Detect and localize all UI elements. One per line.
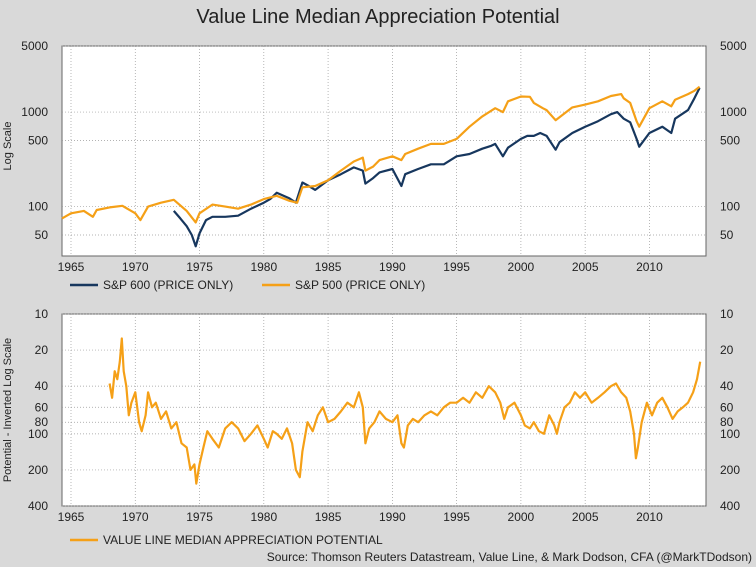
potential-x-tick-label: 1995 [443,510,470,524]
potential-y-tick-label-left: 20 [35,343,49,357]
potential-x-tick-labels: 1965 1970 1975 1980 1985 1990 1995 2000 2005 2010 [58,510,663,524]
price-y-tick-label-left: 1000 [21,105,48,119]
potential-x-tick-label: 1985 [315,510,342,524]
potential-y-tick-label-right: 20 [720,343,734,357]
legend-label-sp500: S&P 500 (PRICE ONLY) [295,278,425,292]
price-x-tick-label: 1995 [443,260,470,274]
price-y-tick-label-left: 500 [28,134,48,148]
price-y-tick-label-right: 1000 [720,105,747,119]
price-x-tick-label: 1990 [379,260,406,274]
potential-gridlines [62,313,706,507]
price-x-tick-label: 2010 [636,260,663,274]
price-y-tick-label-left: 100 [28,200,48,214]
potential-y-tick-label-right: 80 [720,415,734,429]
potential-y-axis-label: Potential - Inverted Log Scale [2,338,14,482]
price-y-tick-labels-right: 5000 1000 500 100 50 [720,39,747,242]
price-x-tick-label: 1965 [58,260,85,274]
potential-y-tick-label-left: 100 [28,427,48,441]
potential-x-tick-label: 2000 [508,510,535,524]
chart-title: Value Line Median Appreciation Potential [196,6,559,28]
price-x-tick-label: 1975 [186,260,213,274]
price-y-tick-label-left: 50 [35,228,49,242]
potential-plot-area [61,313,707,507]
price-x-tick-label: 1980 [250,260,277,274]
price-y-tick-label-right: 5000 [720,39,747,53]
potential-series-line-0 [108,337,702,485]
price-y-tick-label-left: 5000 [21,39,48,53]
potential-x-tick-label: 1970 [122,510,149,524]
price-y-tick-label-right: 500 [720,134,740,148]
potential-y-tick-label-left: 40 [35,379,49,393]
potential-y-tick-label-right: 40 [720,379,734,393]
legend-label-value-line: VALUE LINE MEDIAN APPRECIATION POTENTIAL [103,533,383,547]
potential-x-tick-label: 1980 [250,510,277,524]
potential-y-tick-label-right: 400 [720,499,740,513]
potential-x-tick-label: 1990 [379,510,406,524]
price-y-axis-label: Log Scale [2,122,14,171]
potential-y-tick-label-left: 400 [28,499,48,513]
potential-series-lines [108,337,702,485]
potential-y-tick-label-right: 60 [720,400,734,414]
potential-legend: VALUE LINE MEDIAN APPRECIATION POTENTIAL [70,533,383,547]
potential-y-tick-label-right: 200 [720,463,740,477]
potential-y-tick-label-left: 80 [35,415,49,429]
legend-label-sp600: S&P 600 (PRICE ONLY) [103,278,233,292]
price-series-lines [61,85,701,248]
potential-x-tick-label: 2010 [636,510,663,524]
price-series-line-1 [61,85,701,224]
price-x-tick-labels: 1965 1970 1975 1980 1985 1990 1995 2000 2005 2010 [58,260,663,274]
potential-x-tick-label: 1975 [186,510,213,524]
price-x-tick-label: 1970 [122,260,149,274]
potential-y-tick-label-left: 200 [28,463,48,477]
price-legend: S&P 600 (PRICE ONLY) S&P 500 (PRICE ONLY… [70,278,425,292]
source-note: Source: Thomson Reuters Datastream, Valu… [267,550,752,564]
potential-y-tick-label-right: 10 [720,307,734,321]
price-x-tick-label: 2005 [572,260,599,274]
price-series-line-0 [172,87,701,248]
potential-y-tick-label-left: 60 [35,400,49,414]
price-y-tick-label-right: 100 [720,200,740,214]
potential-x-tick-label: 2005 [572,510,599,524]
price-plot-area [61,45,707,257]
potential-x-tick-label: 1965 [58,510,85,524]
price-gridlines [62,45,706,256]
price-y-tick-labels-left: 5000 1000 500 100 50 [21,39,48,242]
price-y-tick-label-right: 50 [720,228,734,242]
price-x-tick-label: 1985 [315,260,342,274]
potential-y-tick-label-right: 100 [720,427,740,441]
price-x-tick-label: 2000 [508,260,535,274]
potential-y-tick-label-left: 10 [35,307,49,321]
